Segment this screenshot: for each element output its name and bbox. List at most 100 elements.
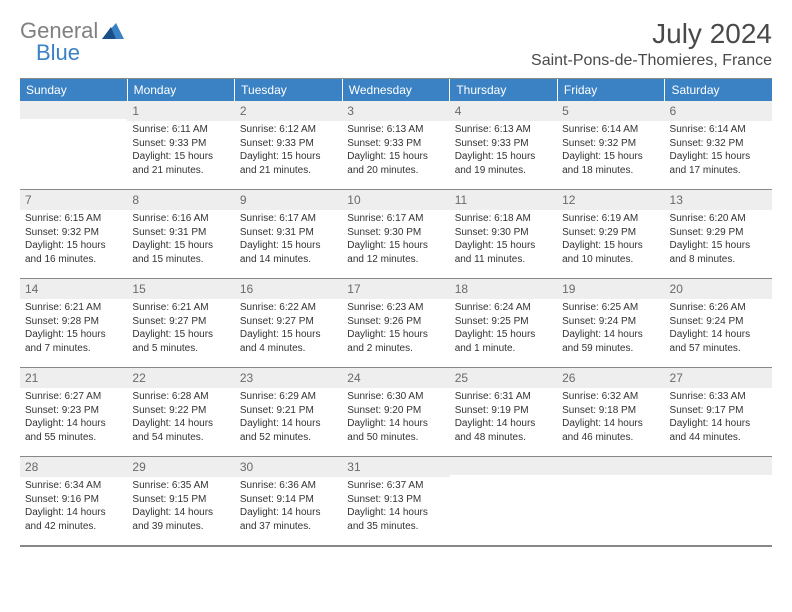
weekday-header-row: SundayMondayTuesdayWednesdayThursdayFrid…: [20, 79, 772, 101]
sunset-text: Sunset: 9:24 PM: [670, 315, 767, 329]
day-cell: 21Sunrise: 6:27 AMSunset: 9:23 PMDayligh…: [20, 368, 127, 456]
day-number: 11: [450, 190, 557, 210]
sunrise-text: Sunrise: 6:13 AM: [347, 123, 444, 137]
day-cell: 18Sunrise: 6:24 AMSunset: 9:25 PMDayligh…: [450, 279, 557, 367]
sunrise-text: Sunrise: 6:25 AM: [562, 301, 659, 315]
day-cell: 22Sunrise: 6:28 AMSunset: 9:22 PMDayligh…: [127, 368, 234, 456]
day-number: 7: [20, 190, 127, 210]
day-number: 26: [557, 368, 664, 388]
day-cell: 14Sunrise: 6:21 AMSunset: 9:28 PMDayligh…: [20, 279, 127, 367]
sunrise-text: Sunrise: 6:21 AM: [25, 301, 122, 315]
weekday-header: Sunday: [20, 79, 128, 101]
daylight-text: Daylight: 14 hours and 54 minutes.: [132, 417, 229, 444]
sunset-text: Sunset: 9:26 PM: [347, 315, 444, 329]
sunrise-text: Sunrise: 6:17 AM: [240, 212, 337, 226]
daylight-text: Daylight: 14 hours and 44 minutes.: [670, 417, 767, 444]
day-cell: 13Sunrise: 6:20 AMSunset: 9:29 PMDayligh…: [665, 190, 772, 278]
location-text: Saint-Pons-de-Thomieres, France: [531, 52, 772, 70]
day-number: 14: [20, 279, 127, 299]
day-cell: 23Sunrise: 6:29 AMSunset: 9:21 PMDayligh…: [235, 368, 342, 456]
daylight-text: Daylight: 15 hours and 21 minutes.: [132, 150, 229, 177]
day-number: 10: [342, 190, 449, 210]
day-number: 20: [665, 279, 772, 299]
sunset-text: Sunset: 9:33 PM: [240, 137, 337, 151]
sunrise-text: Sunrise: 6:15 AM: [25, 212, 122, 226]
sunset-text: Sunset: 9:16 PM: [25, 493, 122, 507]
week-row: 21Sunrise: 6:27 AMSunset: 9:23 PMDayligh…: [20, 367, 772, 457]
sunrise-text: Sunrise: 6:29 AM: [240, 390, 337, 404]
sunset-text: Sunset: 9:23 PM: [25, 404, 122, 418]
daylight-text: Daylight: 14 hours and 42 minutes.: [25, 506, 122, 533]
day-number: 6: [665, 101, 772, 121]
sunrise-text: Sunrise: 6:35 AM: [132, 479, 229, 493]
day-number: 17: [342, 279, 449, 299]
week-row: 7Sunrise: 6:15 AMSunset: 9:32 PMDaylight…: [20, 189, 772, 279]
day-cell: [665, 457, 772, 545]
sunset-text: Sunset: 9:32 PM: [25, 226, 122, 240]
day-number: 27: [665, 368, 772, 388]
day-cell: 5Sunrise: 6:14 AMSunset: 9:32 PMDaylight…: [557, 101, 664, 189]
day-number: 12: [557, 190, 664, 210]
day-number: [450, 457, 557, 475]
day-number: 16: [235, 279, 342, 299]
sunrise-text: Sunrise: 6:18 AM: [455, 212, 552, 226]
day-cell: 10Sunrise: 6:17 AMSunset: 9:30 PMDayligh…: [342, 190, 449, 278]
daylight-text: Daylight: 15 hours and 20 minutes.: [347, 150, 444, 177]
day-cell: 7 Sunrise: 6:15 AMSunset: 9:32 PMDaylight…: [20, 190, 127, 278]
daylight-text: Daylight: 15 hours and 21 minutes.: [240, 150, 337, 177]
day-cell: 26Sunrise: 6:32 AMSunset: 9:18 PMDayligh…: [557, 368, 664, 456]
weekday-header: Friday: [558, 79, 666, 101]
daylight-text: Daylight: 14 hours and 48 minutes.: [455, 417, 552, 444]
day-cell: 29Sunrise: 6:35 AMSunset: 9:15 PMDayligh…: [127, 457, 234, 545]
sunrise-text: Sunrise: 6:37 AM: [347, 479, 444, 493]
sunrise-text: Sunrise: 6:24 AM: [455, 301, 552, 315]
brand-text-2: Blue: [36, 40, 80, 66]
sunrise-text: Sunrise: 6:33 AM: [670, 390, 767, 404]
day-cell: 1Sunrise: 6:11 AMSunset: 9:33 PMDaylight…: [127, 101, 234, 189]
sunset-text: Sunset: 9:33 PM: [132, 137, 229, 151]
sunrise-text: Sunrise: 6:14 AM: [670, 123, 767, 137]
sunset-text: Sunset: 9:20 PM: [347, 404, 444, 418]
day-cell: [557, 457, 664, 545]
daylight-text: Daylight: 15 hours and 16 minutes.: [25, 239, 122, 266]
day-cell: 8Sunrise: 6:16 AMSunset: 9:31 PMDaylight…: [127, 190, 234, 278]
brand-logo-line2: Blue: [20, 40, 80, 66]
sunset-text: Sunset: 9:24 PM: [562, 315, 659, 329]
daylight-text: Daylight: 15 hours and 11 minutes.: [455, 239, 552, 266]
daylight-text: Daylight: 14 hours and 52 minutes.: [240, 417, 337, 444]
sunrise-text: Sunrise: 6:27 AM: [25, 390, 122, 404]
sunset-text: Sunset: 9:15 PM: [132, 493, 229, 507]
day-number: 9: [235, 190, 342, 210]
day-cell: 12Sunrise: 6:19 AMSunset: 9:29 PMDayligh…: [557, 190, 664, 278]
daylight-text: Daylight: 15 hours and 2 minutes.: [347, 328, 444, 355]
day-number: 29: [127, 457, 234, 477]
day-number: 23: [235, 368, 342, 388]
sunset-text: Sunset: 9:18 PM: [562, 404, 659, 418]
daylight-text: Daylight: 14 hours and 55 minutes.: [25, 417, 122, 444]
weekday-header: Saturday: [665, 79, 772, 101]
day-cell: 20Sunrise: 6:26 AMSunset: 9:24 PMDayligh…: [665, 279, 772, 367]
daylight-text: Daylight: 15 hours and 14 minutes.: [240, 239, 337, 266]
day-number: [20, 101, 127, 119]
day-number: 30: [235, 457, 342, 477]
day-cell: 4Sunrise: 6:13 AMSunset: 9:33 PMDaylight…: [450, 101, 557, 189]
sunrise-text: Sunrise: 6:36 AM: [240, 479, 337, 493]
sunset-text: Sunset: 9:31 PM: [240, 226, 337, 240]
sunrise-text: Sunrise: 6:32 AM: [562, 390, 659, 404]
daylight-text: Daylight: 15 hours and 1 minute.: [455, 328, 552, 355]
daylight-text: Daylight: 14 hours and 37 minutes.: [240, 506, 337, 533]
week-row: 1Sunrise: 6:11 AMSunset: 9:33 PMDaylight…: [20, 100, 772, 190]
sunset-text: Sunset: 9:22 PM: [132, 404, 229, 418]
sunrise-text: Sunrise: 6:28 AM: [132, 390, 229, 404]
day-cell: 24Sunrise: 6:30 AMSunset: 9:20 PMDayligh…: [342, 368, 449, 456]
weekday-header: Monday: [128, 79, 236, 101]
day-number: 1: [127, 101, 234, 121]
daylight-text: Daylight: 14 hours and 50 minutes.: [347, 417, 444, 444]
sunset-text: Sunset: 9:19 PM: [455, 404, 552, 418]
day-cell: 9 Sunrise: 6:17 AMSunset: 9:31 PMDaylight…: [235, 190, 342, 278]
day-cell: [20, 101, 127, 189]
day-cell: [450, 457, 557, 545]
day-number: 4: [450, 101, 557, 121]
week-row: 14Sunrise: 6:21 AMSunset: 9:28 PMDayligh…: [20, 278, 772, 368]
daylight-text: Daylight: 15 hours and 12 minutes.: [347, 239, 444, 266]
